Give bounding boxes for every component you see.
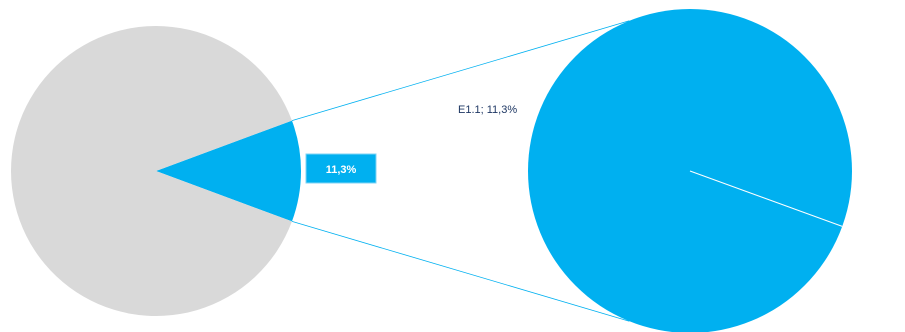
main-pie-slice-rest: [11, 26, 292, 316]
connector-lines: [291, 20, 630, 322]
connector-line-top: [291, 20, 630, 121]
main-slice-label-box: [305, 153, 377, 184]
secondary-pie-slice: [528, 9, 852, 332]
secondary-pie-slice-border: [689, 170, 843, 227]
main-slice-data-label: 11,3%: [326, 164, 357, 176]
data-labels: 11,3% E1.1; 11,3%: [305, 104, 517, 184]
secondary-pie: [528, 9, 852, 332]
secondary-slice-data-label: E1.1; 11,3%: [458, 104, 517, 116]
main-pie-slice-exploded: [156, 120, 301, 222]
connector-line-bottom: [291, 221, 630, 322]
main-pie: [11, 26, 301, 316]
